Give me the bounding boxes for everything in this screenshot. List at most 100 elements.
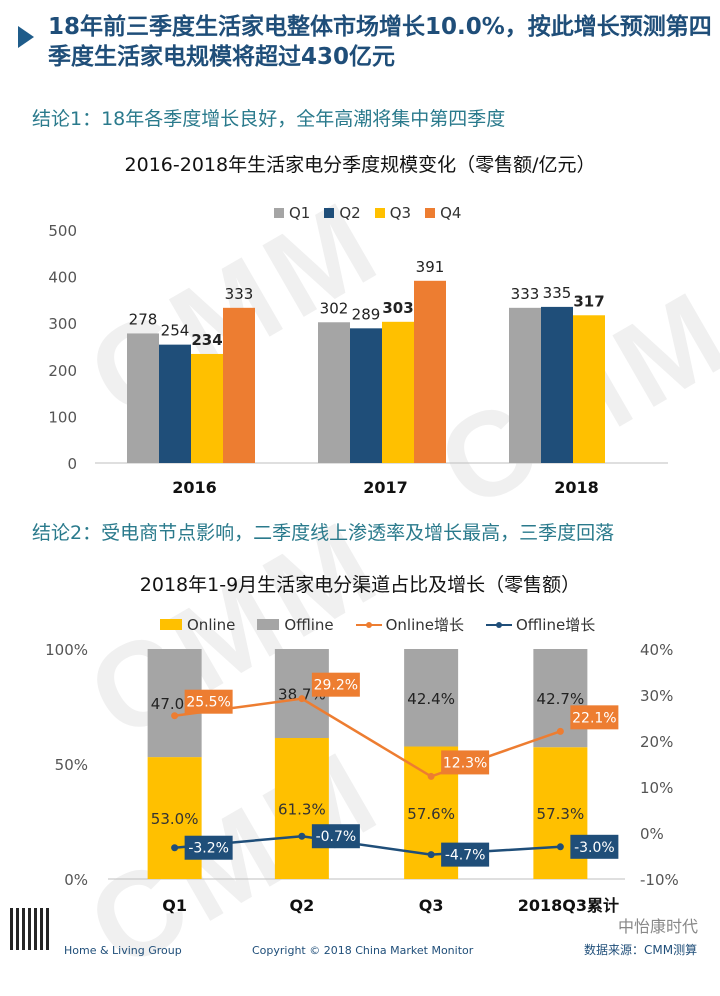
chart2-ytick-right: 40%: [640, 641, 673, 659]
chart2-ytick-right: -10%: [640, 871, 679, 889]
chart1-label-Q1-2017: 302: [320, 299, 349, 317]
brand-logo-text: 中怡康时代: [617, 917, 698, 936]
legend-q2-swatch: [324, 208, 335, 218]
chart1-ytick: 200: [48, 362, 77, 380]
title-chevron-icon: [18, 26, 34, 48]
chart2-point-1-3: [556, 843, 564, 851]
legend-online: Online: [160, 616, 235, 634]
chart2-line-1: [174, 834, 561, 856]
chart1-label-Q3-2017: 303: [382, 299, 413, 317]
chart1-label-Q4-2016: 333: [225, 285, 254, 303]
chart2-growth-label-1-1: -0.7%: [316, 829, 357, 845]
conclusion-2: 结论2：受电商节点影响，二季度线上渗透率及增长最高，三季度回落: [32, 522, 615, 544]
chart1-label-Q1-2018: 333: [511, 285, 540, 303]
chart2-ytick-right: 30%: [640, 687, 673, 705]
chart1-ytick: 0: [67, 455, 77, 473]
chart1-label-Q4-2017: 391: [416, 258, 445, 276]
chart2-growth-badge-1-2: [441, 842, 490, 867]
chart2-bar-online-1: [274, 738, 329, 879]
legend-q4-swatch: [425, 208, 436, 218]
legend-q3: Q3: [374, 204, 411, 222]
conclusion-1: 结论1：18年各季度增长良好，全年高潮将集中第四季度: [32, 108, 506, 130]
chart2-label-online-2: 57.6%: [407, 805, 455, 823]
chart2-growth-label-0-0: 25.5%: [186, 695, 230, 711]
footer-source: 数据来源：CMM测算: [584, 943, 698, 957]
chart1-label-Q2-2016: 254: [161, 322, 190, 340]
chart2-label-online-3: 57.3%: [537, 805, 585, 823]
chart2-bar-offline-2: [404, 649, 459, 747]
legend-q2-label: Q2: [339, 204, 361, 222]
chart1-bar-Q1-2016: [127, 333, 159, 463]
chart1-label-Q3-2016: 234: [191, 331, 222, 349]
chart1-xtick: 2018: [554, 478, 599, 497]
chart1-title: 2016-2018年生活家电分季度规模变化（零售额/亿元）: [124, 154, 596, 176]
chart1-label-Q2-2018: 335: [543, 284, 572, 302]
chart2-point-0-2: [427, 772, 435, 780]
chart2-growth-label-1-2: -4.7%: [445, 848, 486, 864]
chart2-ytick-left: 0%: [64, 871, 88, 889]
chart2-point-1-0: [171, 844, 179, 852]
legend-q1-swatch: [274, 208, 284, 218]
chart1-xtick: 2017: [363, 478, 408, 497]
chart2-point-0-1: [298, 695, 306, 703]
chart2-title: 2018年1-9月生活家电分渠道占比及增长（零售额）: [139, 574, 581, 596]
chart2-growth-label-0-2: 12.3%: [443, 755, 487, 771]
chart2-label-online-0: 53.0%: [151, 810, 199, 828]
legend-online-swatch: [160, 619, 182, 630]
page-title: 18年前三季度生活家电整体市场增长10.0%，按此增长预测第四季度生活家电规模将…: [48, 14, 712, 70]
legend-q2: Q2: [324, 204, 361, 222]
chart2-growth-badge-0-0: [184, 689, 233, 714]
chart2-point-1-2: [427, 851, 435, 859]
chart2-xtick: Q2: [290, 896, 315, 915]
legend-q3-swatch: [374, 208, 385, 218]
chart1-xtick: 2016: [172, 478, 217, 497]
legend-offline-growth-swatch: [486, 621, 512, 628]
legend-online-growth: Online增长: [355, 614, 464, 635]
chart2-xtick: Q3: [419, 896, 444, 915]
legend-online-growth-label: Online增长: [385, 616, 464, 634]
legend-q4-label: Q4: [440, 204, 462, 222]
chart2-xtick: 2018Q3累计: [518, 896, 619, 915]
legend-online-label: Online: [187, 615, 236, 634]
chart1-bar-Q3-2018: [573, 315, 605, 463]
chart2-point-1-1: [298, 832, 306, 840]
legend-offline-growth: Offline增长: [486, 614, 595, 635]
chart2-growth-badge-1-3: [570, 834, 619, 859]
chart1-bar-Q4-2017: [414, 280, 446, 463]
legend-q1-label: Q1: [289, 204, 311, 222]
legend-q1: Q1: [274, 204, 310, 222]
chart1-label-Q1-2016: 278: [129, 310, 158, 328]
chart2-growth-label-0-3: 22.1%: [572, 710, 616, 726]
chart2-ytick-right: 20%: [640, 733, 673, 751]
chart2-line-0: [174, 697, 561, 778]
chart2-ytick-right: 0%: [640, 825, 664, 843]
chart2-ytick-left: 50%: [55, 756, 88, 774]
legend-offline-growth-label: Offline增长: [516, 616, 596, 634]
chart1-ytick: 500: [48, 222, 77, 240]
chart1-bar-Q3-2017: [382, 321, 414, 463]
chart1-ytick: 100: [48, 408, 77, 426]
chart1-ytick: 400: [48, 269, 77, 287]
chart1-bar-Q1-2017: [318, 322, 350, 463]
chart1-bar-Q4-2016: [223, 307, 255, 463]
legend-offline: Offline: [257, 615, 334, 634]
chart2-ytick-left: 100%: [45, 641, 88, 659]
chart1-bar-Q2-2016: [159, 344, 191, 463]
chart2-label-offline-2: 42.4%: [407, 690, 455, 708]
footer-group: Home & Living Group: [64, 944, 182, 957]
legend-online-growth-swatch: [355, 621, 382, 628]
chart1-label-Q3-2018: 317: [573, 292, 604, 310]
chart1-ytick: 300: [48, 315, 77, 333]
legend-offline-label: Offline: [284, 615, 334, 634]
chart2-growth-label-1-0: -3.2%: [188, 841, 229, 857]
chart2-growth-label-0-1: 29.2%: [314, 678, 358, 694]
chart2-label-offline-3: 42.7%: [537, 690, 585, 708]
chart2-growth-badge-0-1: [311, 672, 360, 697]
legend-offline-swatch: [257, 619, 280, 630]
chart2-xtick: Q1: [162, 896, 187, 915]
chart2-label-online-1: 61.3%: [278, 801, 326, 819]
chart2-growth-badge-0-2: [441, 750, 490, 775]
chart1-bar-Q2-2018: [541, 306, 573, 463]
chart2-growth-badge-0-3: [570, 705, 619, 730]
footer-copyright: Copyright © 2018 China Market Monitor: [252, 944, 474, 957]
